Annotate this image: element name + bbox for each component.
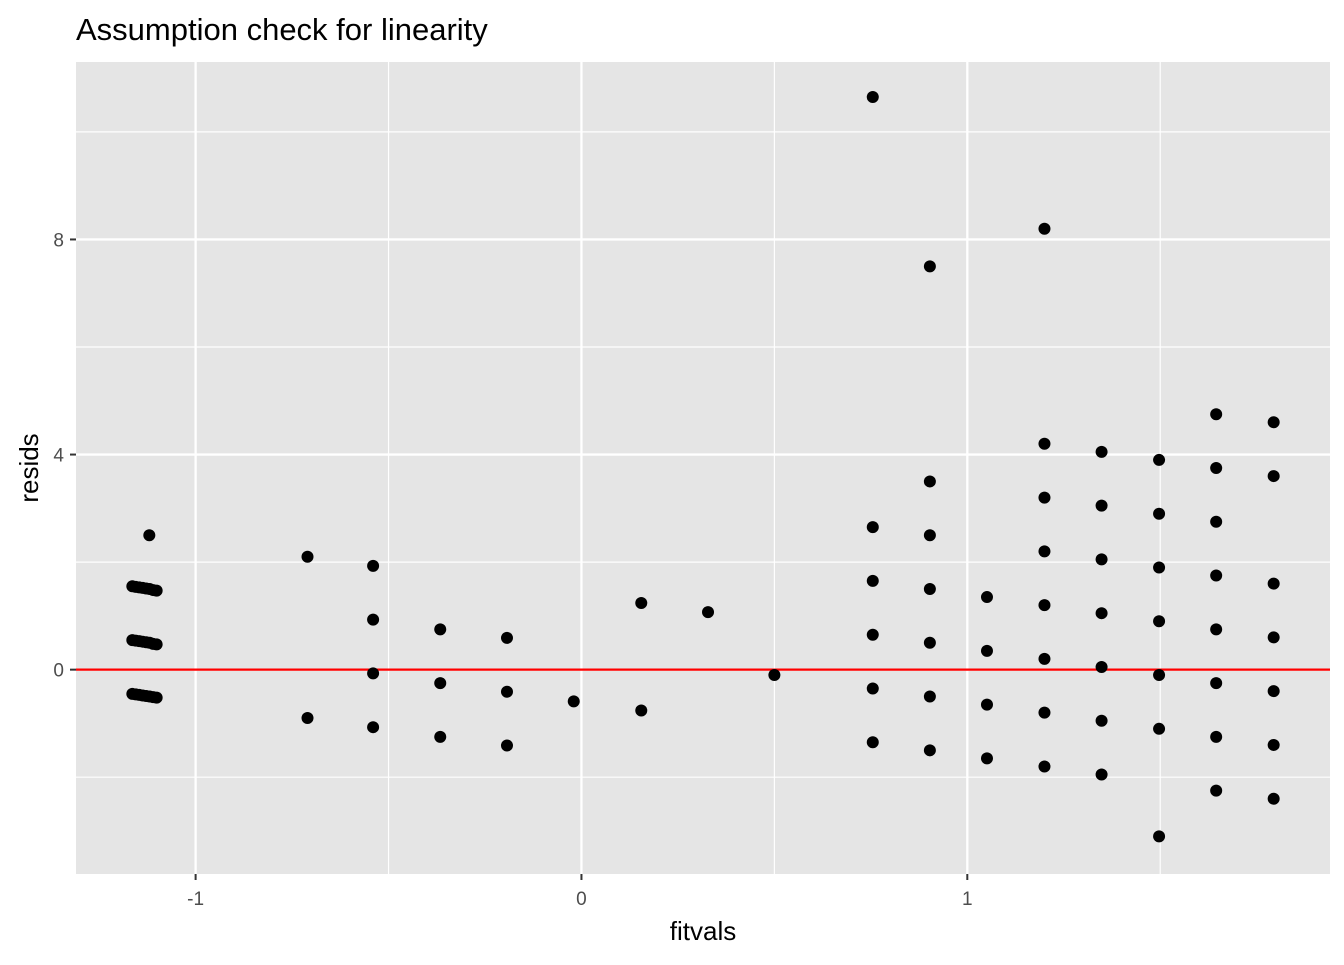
data-point bbox=[1038, 222, 1051, 235]
data-point bbox=[150, 638, 163, 651]
data-point bbox=[923, 690, 936, 703]
x-tick-label: -1 bbox=[187, 889, 204, 910]
data-point bbox=[768, 669, 781, 682]
data-point bbox=[367, 721, 380, 734]
data-point bbox=[866, 682, 879, 695]
data-point bbox=[1038, 491, 1051, 504]
data-point bbox=[1210, 730, 1223, 743]
data-point bbox=[1153, 561, 1166, 574]
data-point bbox=[923, 582, 936, 595]
data-point bbox=[143, 529, 156, 542]
data-point bbox=[301, 712, 314, 725]
data-point bbox=[1267, 738, 1280, 751]
data-point bbox=[635, 596, 648, 609]
data-point bbox=[1267, 631, 1280, 644]
data-point bbox=[1038, 437, 1051, 450]
y-axis-title: resids bbox=[14, 433, 44, 502]
data-point bbox=[1095, 768, 1108, 781]
data-point bbox=[1267, 470, 1280, 483]
data-points bbox=[126, 90, 1280, 843]
data-point bbox=[866, 628, 879, 641]
data-point bbox=[866, 521, 879, 534]
data-point bbox=[980, 698, 993, 711]
data-point bbox=[1210, 515, 1223, 528]
data-point bbox=[1153, 453, 1166, 466]
y-axis-ticks: 0 4 8 bbox=[53, 230, 76, 682]
data-point bbox=[1038, 545, 1051, 558]
x-tick-label: 1 bbox=[962, 889, 973, 910]
data-point bbox=[1210, 462, 1223, 474]
data-point bbox=[1038, 599, 1051, 612]
data-point bbox=[434, 730, 447, 743]
data-point bbox=[367, 559, 380, 572]
data-point bbox=[1267, 577, 1280, 590]
data-point bbox=[1210, 623, 1223, 636]
data-point bbox=[923, 475, 936, 488]
data-point bbox=[1153, 722, 1166, 735]
data-point bbox=[980, 752, 993, 765]
data-point bbox=[434, 623, 447, 636]
minor-gridlines bbox=[76, 62, 1330, 874]
data-point bbox=[1153, 830, 1166, 843]
data-point bbox=[923, 636, 936, 649]
y-tick-label: 8 bbox=[53, 230, 64, 251]
data-point bbox=[866, 90, 879, 103]
data-point bbox=[702, 606, 715, 619]
data-point bbox=[1153, 669, 1166, 682]
data-point bbox=[367, 667, 380, 680]
data-point bbox=[1267, 416, 1280, 429]
data-point bbox=[150, 691, 163, 704]
data-point bbox=[1095, 660, 1108, 673]
data-point bbox=[866, 736, 879, 749]
data-point bbox=[866, 574, 879, 587]
data-point bbox=[635, 704, 648, 717]
data-point bbox=[923, 529, 936, 542]
data-point bbox=[1210, 677, 1223, 690]
data-point bbox=[1210, 408, 1223, 421]
data-point bbox=[1038, 706, 1051, 719]
chart-title: Assumption check for linearity bbox=[76, 12, 488, 47]
plot-panel bbox=[76, 62, 1330, 874]
data-point bbox=[1153, 615, 1166, 628]
data-point bbox=[923, 260, 936, 273]
data-point bbox=[1038, 652, 1051, 665]
data-point bbox=[1267, 685, 1280, 698]
data-point bbox=[980, 591, 993, 604]
data-point bbox=[500, 739, 513, 752]
data-point bbox=[301, 550, 314, 563]
x-tick-label: 0 bbox=[576, 889, 587, 910]
data-point bbox=[1267, 792, 1280, 805]
data-point bbox=[1153, 507, 1166, 520]
data-point bbox=[500, 631, 513, 644]
data-point bbox=[434, 677, 447, 690]
data-point bbox=[1210, 569, 1223, 582]
data-point bbox=[1095, 607, 1108, 620]
data-point bbox=[150, 584, 163, 597]
data-point bbox=[1095, 553, 1108, 566]
data-point bbox=[500, 685, 513, 698]
x-axis-ticks: -1 0 1 bbox=[187, 874, 973, 910]
y-tick-label: 4 bbox=[53, 446, 64, 467]
y-tick-label: 0 bbox=[53, 661, 64, 682]
data-point bbox=[367, 613, 380, 626]
data-point bbox=[1210, 784, 1223, 797]
data-point bbox=[923, 744, 936, 757]
data-point bbox=[1095, 445, 1108, 458]
data-point bbox=[980, 644, 993, 657]
data-point bbox=[1038, 760, 1051, 773]
data-point bbox=[567, 695, 580, 708]
x-axis-title: fitvals bbox=[670, 916, 736, 946]
data-point bbox=[1095, 714, 1108, 727]
data-point bbox=[1095, 499, 1108, 512]
